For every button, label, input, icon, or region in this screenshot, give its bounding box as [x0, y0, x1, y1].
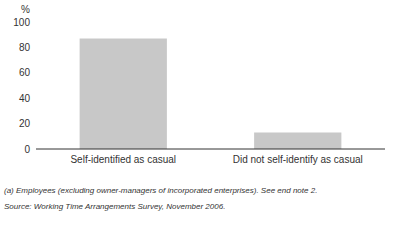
y-tick-label: 100: [13, 17, 30, 28]
chart-container: 0 20 40 60 80 100% Self-identified as casual Di…: [0, 0, 397, 227]
y-tick-label: 80: [19, 42, 31, 53]
footnote: (a) Employees (excluding owner-managers …: [4, 186, 317, 195]
x-tick-label: Self-identified as casual: [70, 154, 176, 165]
y-tick-label: 20: [19, 118, 31, 129]
y-axis-label: %: [21, 4, 30, 15]
x-axis-line: [36, 149, 385, 150]
bar: [80, 39, 167, 149]
x-tick-label: Did not self-identify as casual: [233, 154, 363, 165]
y-tick-label: 0: [24, 144, 30, 155]
bars: [80, 39, 342, 149]
y-tick-label: 60: [19, 67, 31, 78]
bar: [254, 132, 341, 149]
chart: 0 20 40 60 80 100% Self-identified as casual Di…: [0, 0, 397, 227]
footnote: Source: Working Time Arrangements Survey…: [4, 202, 225, 211]
y-tick-label: 40: [19, 93, 31, 104]
